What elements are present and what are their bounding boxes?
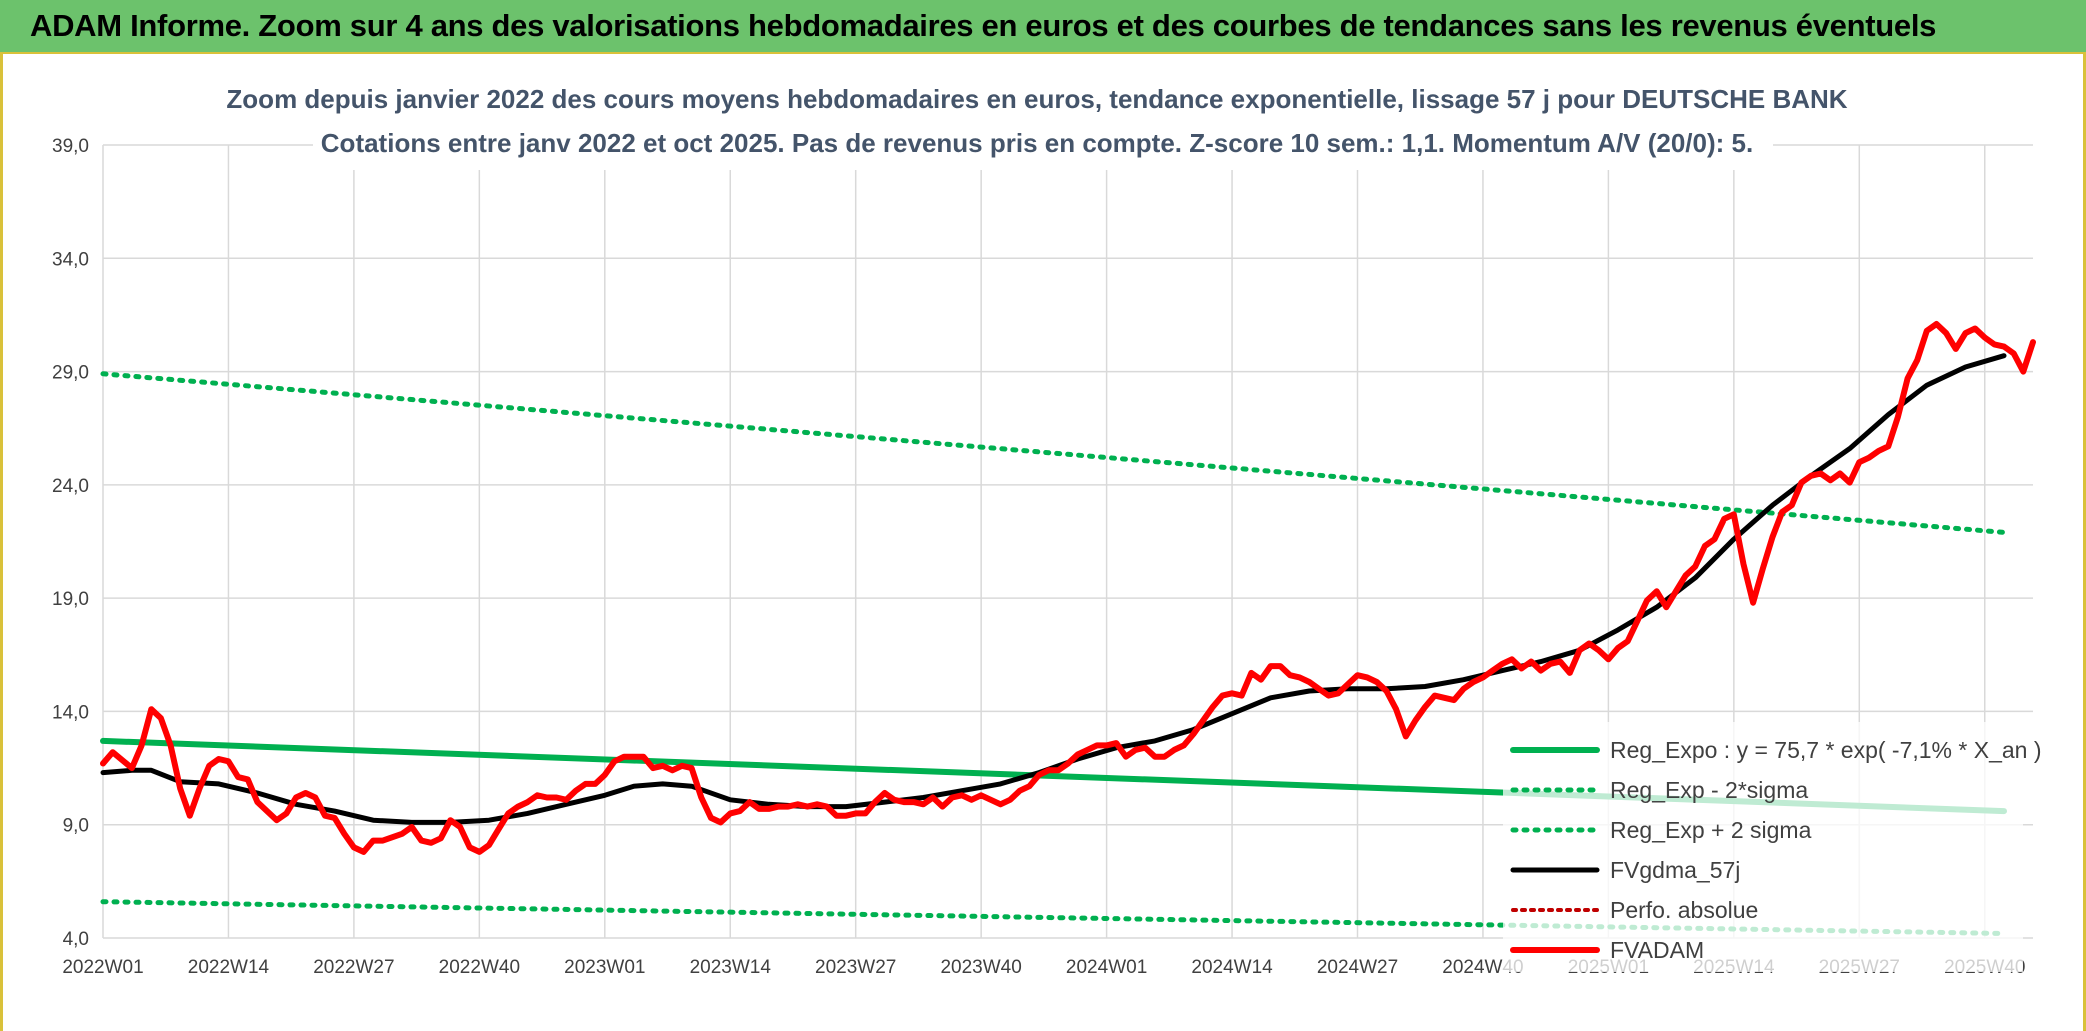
x-tick-label: 2022W27 [313, 957, 394, 978]
chart-plot-area [100, 321, 2036, 936]
x-tick-label: 2022W01 [62, 957, 143, 978]
x-tick-label: 2023W27 [815, 957, 896, 978]
x-tick-label: 2023W01 [564, 957, 645, 978]
legend-label: FVADAM [1610, 937, 1704, 963]
x-tick-label: 2024W27 [1317, 957, 1398, 978]
y-tick-label: 39,0 [52, 136, 89, 157]
x-tick-label: 2024W01 [1066, 957, 1147, 978]
y-tick-label: 29,0 [52, 363, 89, 384]
chart: 4,0 9,0 14,0 19,0 24,0 29,0 34,0 39,0 2022W01 20… [52, 70, 2042, 978]
legend-label: Perfo. absolue [1610, 897, 1758, 923]
legend-label: Reg_Exp - 2*sigma [1610, 777, 1808, 803]
x-tick-label: 2022W40 [439, 957, 520, 978]
y-tick-label: 4,0 [63, 929, 89, 950]
y-tick-label: 34,0 [52, 249, 89, 270]
x-tick-label: 2023W14 [690, 957, 772, 978]
series-fvadam [100, 321, 2036, 855]
chart-title: Zoom depuis janvier 2022 des cours moyen… [226, 84, 1847, 114]
x-tick-label: 2023W40 [940, 957, 1021, 978]
y-tick-label: 19,0 [52, 589, 89, 610]
chart-frame: 4,0 9,0 14,0 19,0 24,0 29,0 34,0 39,0 2022W01 20… [0, 54, 2086, 1031]
legend-background [1503, 722, 2023, 972]
legend-label: FVgdma_57j [1610, 857, 1740, 883]
y-tick-label: 14,0 [52, 702, 89, 723]
x-tick-label: 2024W14 [1191, 957, 1273, 978]
chart-subtitle: Cotations entre janv 2022 et oct 2025. P… [321, 128, 1753, 158]
legend-label: Reg_Exp + 2 sigma [1610, 817, 1812, 843]
legend: Reg_Expo : y = 75,7 * exp( -7,1% * X_an … [1503, 722, 2042, 972]
title-background [313, 70, 1773, 170]
y-tick-label: 24,0 [52, 476, 89, 497]
banner-title: ADAM Informe. Zoom sur 4 ans des valoris… [30, 8, 1937, 43]
y-tick-label: 9,0 [63, 816, 89, 837]
x-tick-label: 2022W14 [188, 957, 270, 978]
series-reg-exp-plus-2sigma [100, 371, 2007, 535]
y-axis: 4,0 9,0 14,0 19,0 24,0 29,0 34,0 39,0 [52, 136, 89, 950]
banner: ADAM Informe. Zoom sur 4 ans des valoris… [0, 0, 2086, 54]
legend-label: Reg_Expo : y = 75,7 * exp( -7,1% * X_an … [1610, 737, 2042, 763]
